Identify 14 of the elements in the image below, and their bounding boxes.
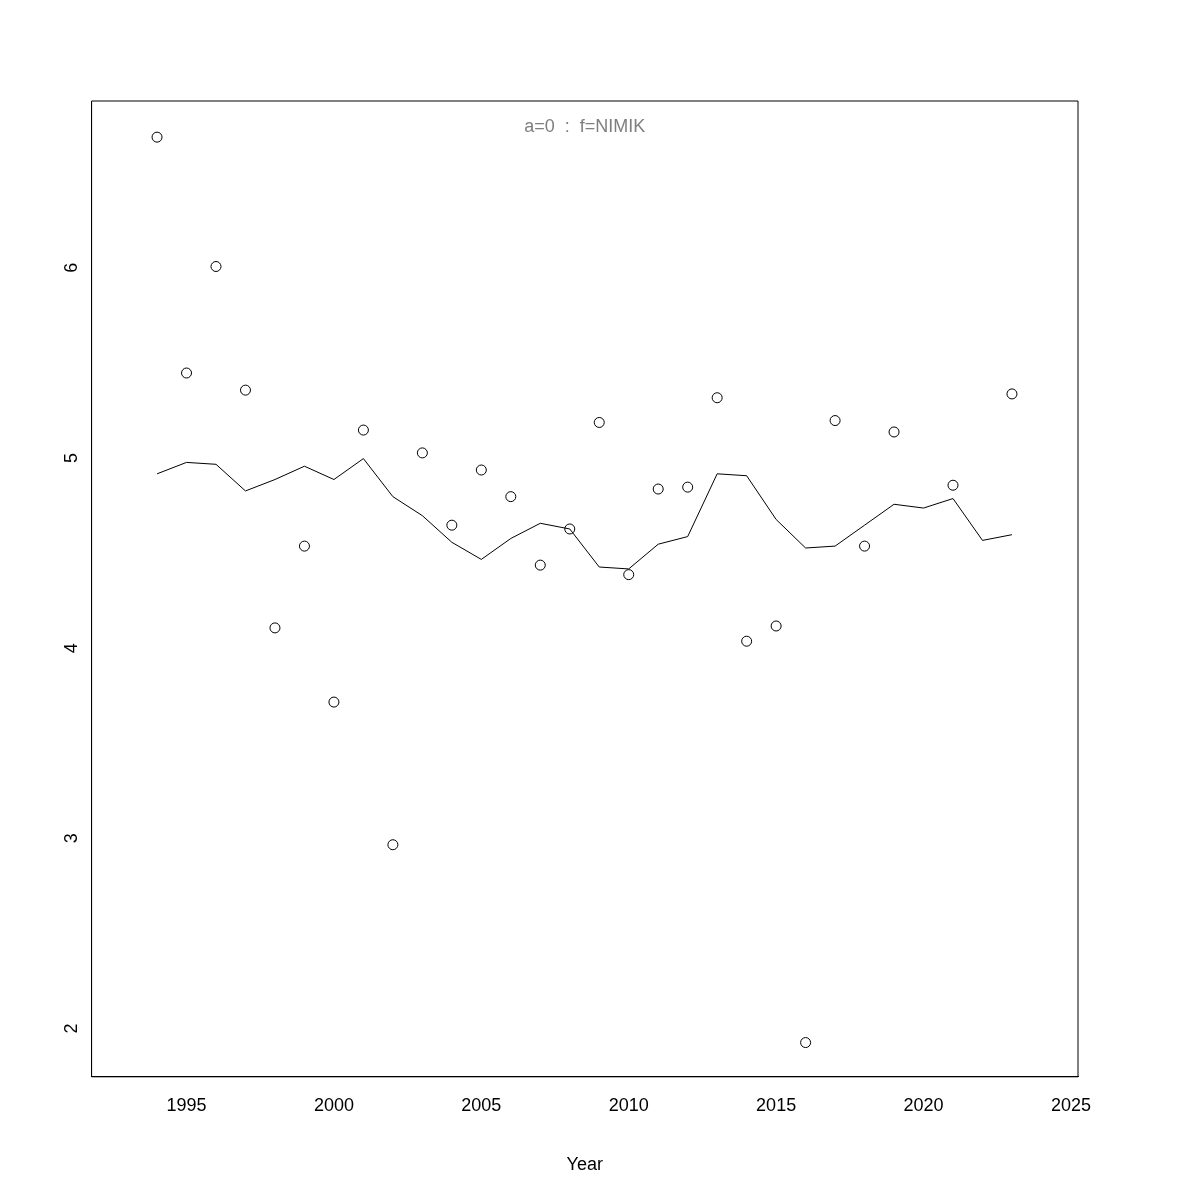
x-tick-label: 2015 — [756, 1094, 797, 1115]
x-axis-title: Year — [566, 1154, 603, 1175]
y-tick-label: 6 — [60, 262, 81, 273]
x-tick-label: 1995 — [166, 1094, 207, 1115]
y-tick-label: 2 — [60, 1023, 81, 1034]
y-tick-label: 3 — [60, 833, 81, 844]
x-tick-label: 2025 — [1050, 1094, 1091, 1115]
x-tick-label: 2005 — [461, 1094, 502, 1115]
x-tick-label: 2010 — [608, 1094, 649, 1115]
x-tick-label: 2020 — [903, 1094, 944, 1115]
x-tick-label: 2000 — [313, 1094, 354, 1115]
text: a=0 : f=NIMIK — [524, 115, 646, 136]
y-tick-label: 5 — [60, 452, 81, 463]
y-tick-label: 4 — [60, 643, 81, 654]
